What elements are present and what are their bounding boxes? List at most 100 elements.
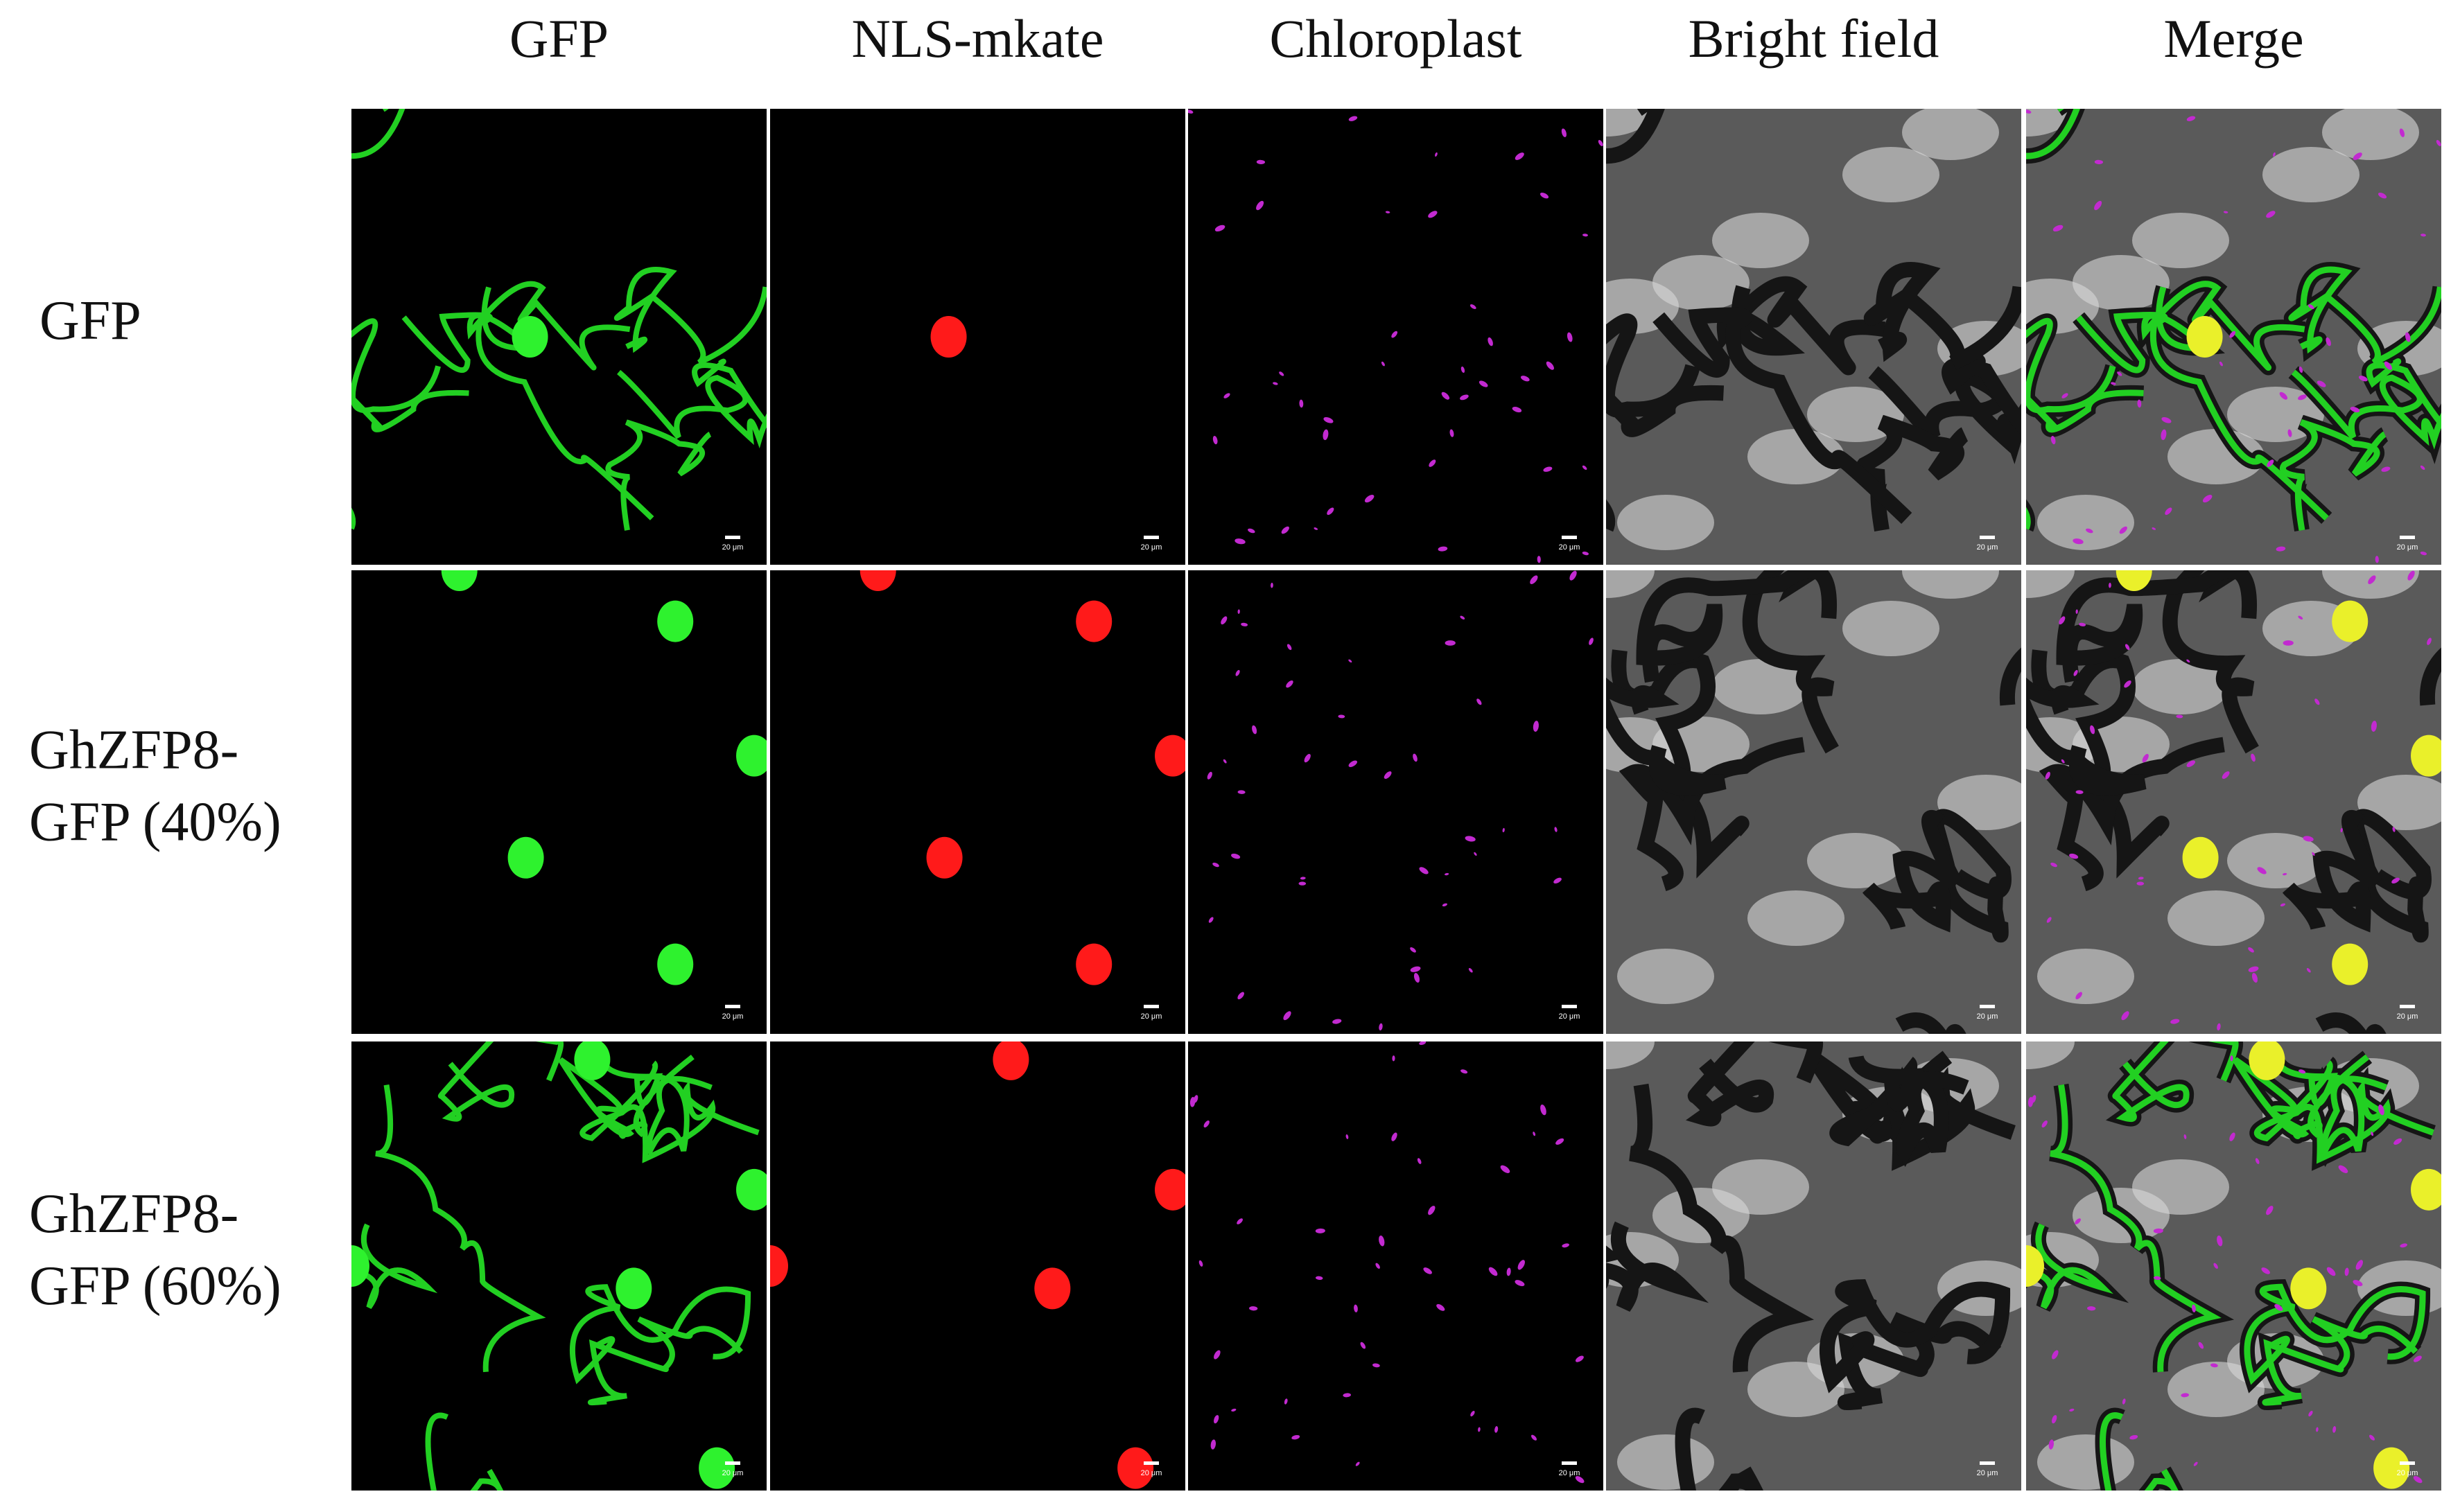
chloroplast <box>2213 1263 2218 1269</box>
nucleus <box>993 1041 1029 1080</box>
bright-patch <box>2227 833 2324 888</box>
chloroplast <box>1231 853 1241 859</box>
chloroplast <box>2153 1228 2163 1233</box>
chloroplast <box>1488 1267 1498 1276</box>
chloroplast <box>2436 140 2441 146</box>
bright-patch <box>1712 1159 1809 1215</box>
chloroplast <box>2090 725 2095 735</box>
nucleus <box>2290 1267 2327 1310</box>
scale-bar <box>1144 1461 1159 1465</box>
chloroplast <box>1444 872 1449 876</box>
chloroplast <box>1554 827 1558 832</box>
chloroplast <box>1212 435 1218 445</box>
chloroplast <box>2427 638 2432 645</box>
micrograph-panel: 20 μm <box>2026 1041 2441 1491</box>
nucleus <box>2332 943 2369 985</box>
nucleus <box>512 316 548 358</box>
row-label: GFP <box>40 290 141 351</box>
chloroplast <box>2298 394 2307 401</box>
cell-wall <box>1819 1278 2011 1394</box>
nucleus <box>2373 1447 2410 1489</box>
gfp-membrane <box>2026 317 2144 433</box>
chloroplast <box>1428 211 1438 218</box>
chloroplast <box>1465 836 1476 842</box>
scale-bar-label: 20 μm <box>1977 1012 1998 1021</box>
cell-wall <box>1652 307 1912 524</box>
cell-wall <box>2056 570 2258 683</box>
chloroplast <box>2202 494 2213 503</box>
chloroplast <box>1291 1434 1300 1440</box>
bright-patch <box>1606 570 1655 598</box>
cell-wall <box>2026 677 2147 796</box>
chloroplast <box>2117 371 2122 376</box>
micrograph-panel: 20 μm <box>770 1041 1185 1491</box>
chloroplast <box>2413 1476 2423 1484</box>
chloroplast <box>1438 546 1448 552</box>
column-header: GFP <box>509 8 609 69</box>
chloroplast <box>2217 1023 2221 1031</box>
chloroplast <box>2192 1304 2196 1312</box>
bright-patch <box>2026 109 2075 137</box>
chloroplast <box>1562 1243 1570 1248</box>
micrograph-panel: 20 μm <box>1606 570 2021 1034</box>
chloroplast <box>2223 211 2228 213</box>
chloroplast <box>2248 947 2254 953</box>
chloroplast <box>1555 1138 1564 1145</box>
chloroplast <box>2280 903 2286 907</box>
gfp-membrane <box>351 507 356 530</box>
chloroplast <box>1410 947 1416 953</box>
scale-bar <box>1980 1461 1995 1465</box>
chloroplast <box>2193 1461 2198 1466</box>
chloroplast <box>1413 753 1417 762</box>
chloroplast <box>1304 754 1311 763</box>
scale-bar-label: 20 μm <box>722 1012 744 1021</box>
scale-bar <box>725 1005 740 1008</box>
gfp-membrane <box>2273 1056 2388 1158</box>
chloroplast <box>1237 1218 1243 1224</box>
chloroplast <box>2087 1306 2096 1311</box>
chloroplast <box>1237 609 1240 614</box>
nucleus <box>2026 1245 2044 1287</box>
chloroplast <box>1428 1206 1436 1215</box>
scale-bar-label: 20 μm <box>1141 1012 1162 1021</box>
scale-bar-label: 20 μm <box>1559 1012 1580 1021</box>
chloroplast <box>1537 556 1541 563</box>
micrograph-panel: 20 μm <box>1606 1041 2021 1491</box>
bright-patch <box>2322 570 2419 599</box>
chloroplast <box>2075 609 2078 614</box>
chloroplast <box>1198 1260 1203 1267</box>
chloroplast <box>2027 1096 2034 1107</box>
gfp-membrane <box>579 1060 760 1163</box>
chloroplast <box>1530 1434 1537 1441</box>
chloroplast <box>2052 1350 2059 1360</box>
chloroplast <box>1208 917 1214 923</box>
chloroplast <box>2153 1276 2161 1281</box>
chloroplast <box>1214 1350 1221 1360</box>
bright-patch <box>1712 213 1809 268</box>
nucleus <box>1034 1267 1071 1310</box>
chloroplast <box>2161 429 2167 441</box>
bright-patch <box>2167 890 2265 946</box>
bright-patch <box>2037 495 2134 550</box>
nucleus <box>507 836 544 879</box>
chloroplast <box>1298 881 1307 886</box>
chloroplast <box>2405 332 2411 342</box>
chloroplast <box>2045 771 2050 780</box>
scale-bar <box>725 1461 740 1465</box>
micrograph-panel: 20 μm <box>2026 570 2441 1034</box>
chloroplast <box>1391 1132 1397 1141</box>
chloroplast <box>2181 1393 2190 1398</box>
chloroplast <box>1460 366 1465 373</box>
nucleus <box>736 1168 767 1211</box>
chloroplast <box>1249 1306 1258 1311</box>
chloroplast <box>2340 827 2343 833</box>
chloroplast <box>1221 616 1228 625</box>
gfp-membrane <box>2262 1316 2418 1406</box>
chloroplast <box>2052 1415 2057 1424</box>
chloroplast <box>2420 234 2426 237</box>
chloroplast <box>2369 1434 2375 1441</box>
chloroplast <box>1364 494 1375 503</box>
chloroplast <box>1241 622 1248 626</box>
gfp-membrane <box>613 267 767 366</box>
chloroplast <box>2257 867 2267 874</box>
